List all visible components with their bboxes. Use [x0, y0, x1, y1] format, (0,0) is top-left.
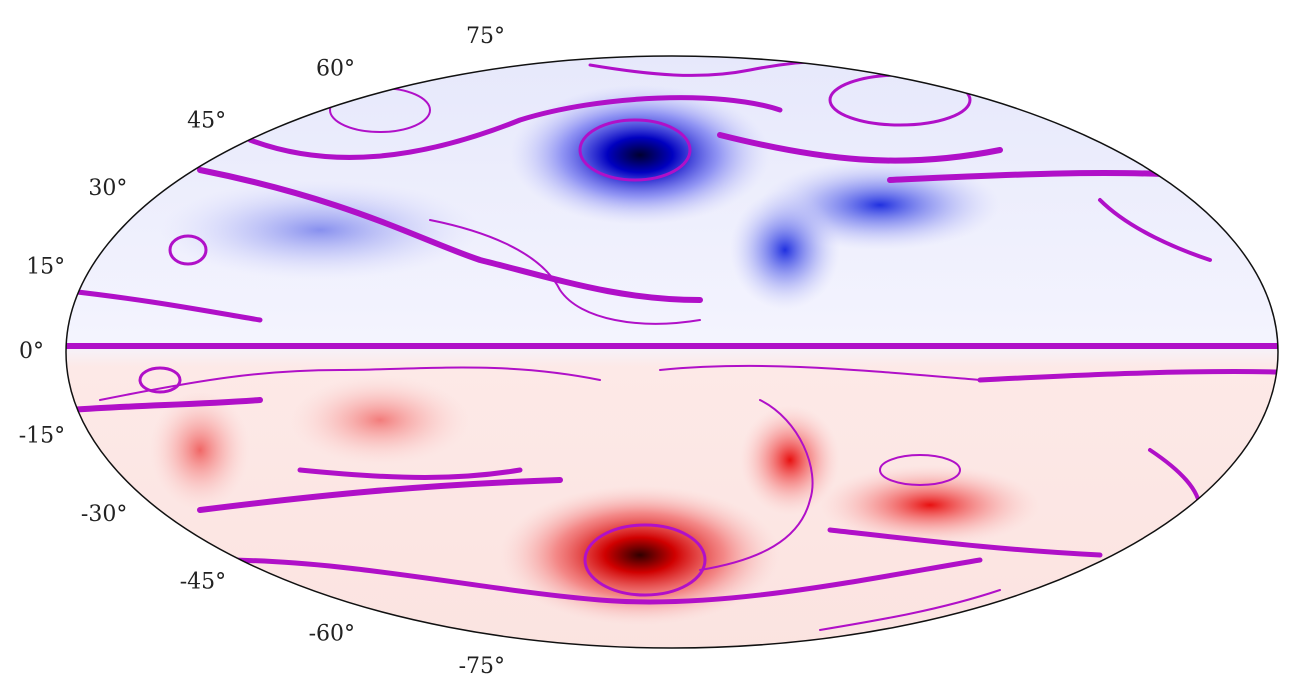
field	[66, 56, 1278, 648]
lat-tick-label: -45°	[180, 570, 226, 595]
lat-tick-label: -60°	[309, 621, 355, 646]
lat-tick-label: 0°	[19, 339, 44, 364]
lat-tick-label: 30°	[88, 176, 127, 201]
lat-tick-label: 60°	[316, 57, 355, 82]
lat-tick-label: -15°	[19, 423, 65, 448]
lat-tick-label: 45°	[187, 108, 226, 133]
lat-tick-label: 15°	[26, 255, 65, 280]
lat-tick-label: -75°	[459, 654, 505, 679]
lat-ticks: 75° 60° 45° 30° 15° 0° -15° -30° -45° -60° -75°	[19, 24, 505, 679]
frame	[65, 55, 1279, 649]
lat-tick-label: -30°	[81, 502, 127, 527]
lat-tick-label: 75°	[466, 24, 505, 49]
